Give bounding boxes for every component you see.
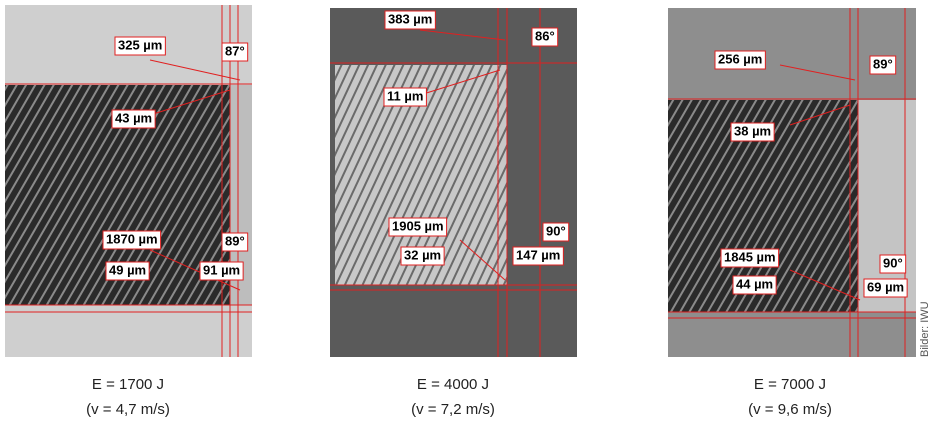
measurement-label: 87°	[225, 43, 245, 58]
caption: (v = 9,6 m/s)	[748, 401, 832, 418]
measurement-label: 256 µm	[718, 51, 762, 66]
micrograph-2	[330, 8, 577, 357]
measurement-label: 147 µm	[516, 247, 560, 262]
measurement-label: 44 µm	[736, 276, 773, 291]
measurement-label: 43 µm	[115, 110, 152, 125]
measurement-label: 383 µm	[388, 11, 432, 26]
measurement-label: 1905 µm	[392, 218, 444, 233]
measurement-label: 90°	[546, 223, 566, 238]
measurement-label: 49 µm	[109, 262, 146, 277]
image-credit: Bilder: IWU	[919, 301, 931, 357]
measurement-label: 91 µm	[203, 262, 240, 277]
measurement-label: 32 µm	[404, 247, 441, 262]
measurement-label: 89°	[225, 233, 245, 248]
measurement-label: 90°	[883, 255, 903, 270]
figure: Bilder: IWU 325 µm 87° 43 µm 1870 µm 89° 49 µ…	[0, 0, 931, 424]
caption: E = 1700 J	[92, 376, 164, 393]
caption: E = 7000 J	[754, 376, 826, 393]
measurement-label: 38 µm	[734, 123, 771, 138]
measurement-label: 11 µm	[387, 88, 423, 103]
measurement-label: 86°	[535, 28, 555, 43]
micrograph-1	[5, 5, 252, 357]
measurement-label: 1845 µm	[724, 249, 776, 264]
measurement-label: 1870 µm	[106, 231, 158, 246]
measurement-label: 325 µm	[118, 37, 162, 52]
caption: (v = 4,7 m/s)	[86, 401, 170, 418]
measurement-label: 89°	[873, 56, 893, 71]
caption: (v = 7,2 m/s)	[411, 401, 495, 418]
caption: E = 4000 J	[417, 376, 489, 393]
measurement-label: 69 µm	[867, 279, 904, 294]
